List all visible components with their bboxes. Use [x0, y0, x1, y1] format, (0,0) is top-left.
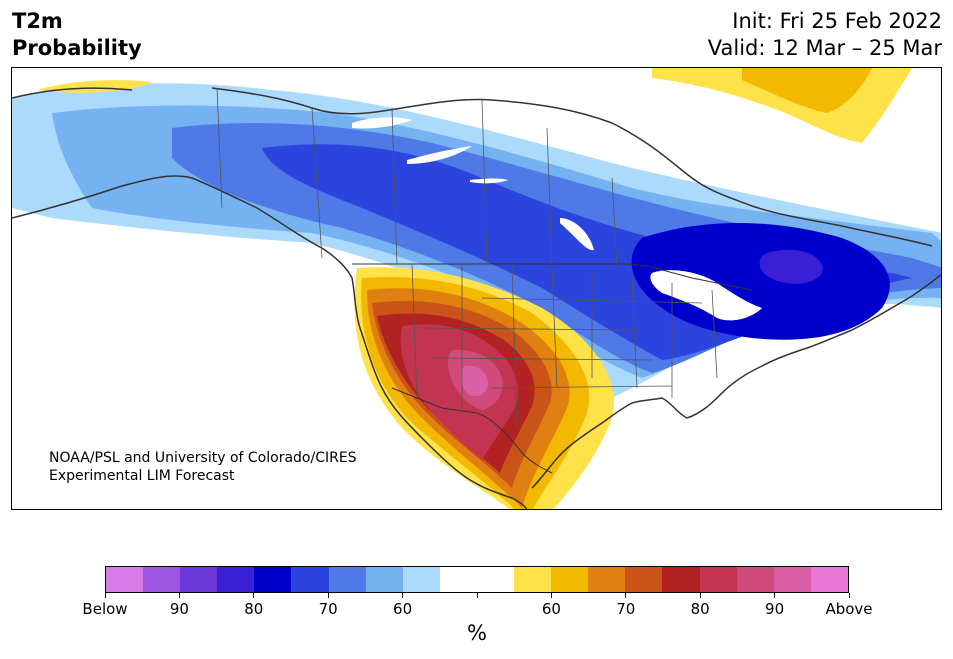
canada-us-border — [352, 263, 753, 291]
lake-athabasca — [470, 178, 508, 184]
colorbar-segment — [588, 567, 626, 592]
map-panel — [11, 67, 942, 510]
lake-great-slave — [407, 146, 472, 164]
colorbar-segment — [551, 567, 589, 592]
colorbar-tick — [550, 593, 552, 598]
colorbar-segment — [736, 567, 774, 592]
colorbar-segment — [180, 567, 218, 592]
init-date: Init: Fri 25 Feb 2022 — [732, 9, 942, 33]
colorbar-segment — [106, 567, 144, 592]
colorbar-segment — [254, 567, 292, 592]
colorbar-segment — [365, 567, 403, 592]
colorbar-tick — [327, 593, 329, 598]
colorbar-tick — [774, 593, 776, 598]
title-line-1: T2m — [12, 9, 63, 33]
colorbar-tick-label: 80 — [690, 600, 710, 618]
forecast-dates: Init: Fri 25 Feb 2022 Valid: 12 Mar – 25… — [708, 8, 942, 62]
colorbar-segment — [773, 567, 811, 592]
colorbar-segment — [439, 567, 477, 592]
colorbar-segment — [514, 567, 552, 592]
attribution: NOAA/PSL and University of Colorado/CIRE… — [49, 449, 357, 485]
state-borders — [411, 263, 718, 429]
colorbar-tick-label: 70 — [318, 600, 338, 618]
colorbar-segment — [699, 567, 737, 592]
colorbar-segment — [810, 567, 848, 592]
great-lakes — [650, 270, 762, 321]
colorbar-segment — [625, 567, 663, 592]
colorbar-segment — [291, 567, 329, 592]
colorbar-tick — [625, 593, 627, 598]
colorbar-tick-label: 90 — [765, 600, 785, 618]
colorbar-tick-label: 60 — [393, 600, 413, 618]
probability-map — [12, 68, 941, 509]
attribution-line-1: NOAA/PSL and University of Colorado/CIRE… — [49, 450, 357, 466]
region-magenta-sw — [461, 365, 488, 396]
colorbar-tick — [699, 593, 701, 598]
colorbar-tick — [104, 593, 106, 598]
title-line-2: Probability — [12, 36, 142, 60]
colorbar-tick — [402, 593, 404, 598]
colorbar-segment — [143, 567, 181, 592]
colorbar-segment — [402, 567, 440, 592]
valid-date: Valid: 12 Mar – 25 Mar — [707, 36, 942, 60]
region-purple — [759, 249, 823, 284]
colorbar-tick — [848, 593, 850, 598]
colorbar-tick-label: 90 — [169, 600, 189, 618]
region-deep-blue — [631, 223, 890, 340]
colorbar-tick-label: Below — [82, 600, 128, 618]
coastline — [12, 87, 941, 509]
colorbar-tick-label: 60 — [541, 600, 561, 618]
colorbar-tick-label: 70 — [616, 600, 636, 618]
colorbar-tick — [178, 593, 180, 598]
colorbar-tick — [253, 593, 255, 598]
colorbar — [105, 566, 849, 593]
us-mexico-border — [391, 387, 553, 474]
colorbar-segment — [476, 567, 515, 592]
map-title: T2m Probability — [12, 8, 142, 62]
attribution-line-2: Experimental LIM Forecast — [49, 468, 235, 484]
province-borders — [216, 87, 618, 269]
colorbar-segment — [328, 567, 366, 592]
colorbar-unit: % — [467, 621, 487, 645]
colorbar-segment — [662, 567, 700, 592]
colorbar-tick — [476, 593, 478, 598]
colorbar-tick-label: 80 — [244, 600, 264, 618]
lake-winnipeg — [560, 218, 594, 251]
colorbar-segment — [217, 567, 255, 592]
lake-great-bear — [352, 117, 412, 129]
colorbar-tick-label: Above — [825, 600, 873, 618]
region-gold-north — [742, 68, 872, 113]
